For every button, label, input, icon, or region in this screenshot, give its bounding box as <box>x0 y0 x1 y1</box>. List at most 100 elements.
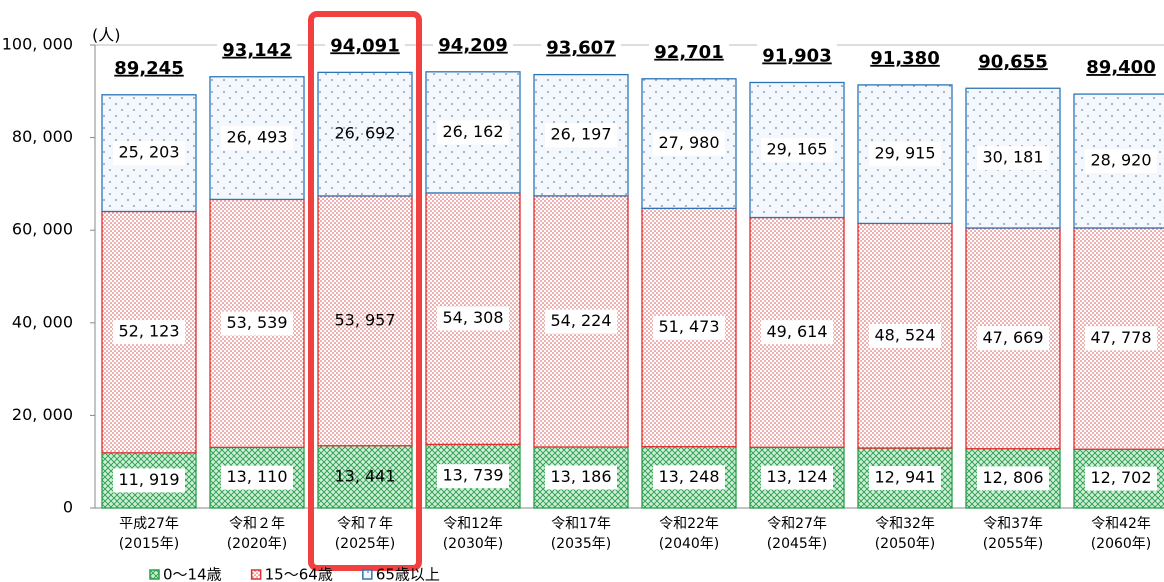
segment-label: 30, 181 <box>982 148 1043 167</box>
total-box <box>325 33 405 60</box>
y-tick-label: 60, 000 <box>12 220 73 239</box>
x-tick-label: (2055年) <box>983 536 1044 552</box>
total-label: 94,209 <box>438 35 507 56</box>
label-box <box>437 306 509 331</box>
segment-label: 28, 920 <box>1090 151 1151 170</box>
x-tick-label: 令和32年 <box>875 516 935 532</box>
segment-label: 12, 806 <box>982 468 1043 487</box>
segment-label: 13, 248 <box>658 467 719 486</box>
segment-label: 49, 614 <box>766 322 827 341</box>
label-box <box>113 468 185 493</box>
x-tick-label: (2060年) <box>1091 536 1152 552</box>
total-label: 93,607 <box>546 38 615 59</box>
y-tick-label: 100, 000 <box>2 35 73 54</box>
y-tick-label: 40, 000 <box>12 312 73 331</box>
segment-label: 54, 224 <box>550 311 611 330</box>
x-tick-label: (2045年) <box>767 536 828 552</box>
segment-label: 47, 669 <box>982 328 1043 347</box>
label-box <box>761 138 833 163</box>
bar-segment <box>317 71 413 197</box>
segment-label: 53, 539 <box>226 313 287 332</box>
label-box <box>545 309 617 334</box>
label-box <box>221 465 293 490</box>
total-label: 93,142 <box>222 40 291 61</box>
label-box <box>869 323 941 348</box>
segment-label: 53, 957 <box>334 310 395 329</box>
segment-label: 13, 186 <box>550 467 611 486</box>
total-label: 89,245 <box>114 58 183 79</box>
segment-label: 13, 124 <box>766 467 827 486</box>
total-box <box>109 55 189 82</box>
unit-label: (人) <box>92 26 121 45</box>
label-box <box>113 141 185 166</box>
y-tick-label: 0 <box>63 498 73 517</box>
x-tick-label: 平成27年 <box>119 516 179 532</box>
segment-label: 12, 941 <box>874 468 935 487</box>
segment-label: 51, 473 <box>658 317 719 336</box>
total-box <box>757 43 837 70</box>
segment-label: 13, 739 <box>442 466 503 485</box>
label-box <box>437 464 509 489</box>
x-tick-label: (2030年) <box>443 536 504 552</box>
segment-label: 54, 308 <box>442 308 503 327</box>
segment-label: 29, 165 <box>766 140 827 159</box>
legend-label: 65歳以上 <box>376 566 440 582</box>
x-tick-label: (2020年) <box>227 536 288 552</box>
segment-label: 13, 110 <box>226 467 287 486</box>
label-box <box>977 146 1049 171</box>
label-box <box>761 465 833 490</box>
segment-label: 25, 203 <box>118 143 179 162</box>
x-tick-label: 令和７年 <box>337 516 393 532</box>
bar-segment <box>317 195 413 447</box>
total-box <box>649 39 729 66</box>
total-label: 89,400 <box>1086 57 1155 78</box>
x-tick-label: 令和27年 <box>767 516 827 532</box>
legend-swatch <box>149 569 160 580</box>
x-tick-label: (2035年) <box>551 536 612 552</box>
total-box <box>973 49 1053 76</box>
segment-label: 27, 980 <box>658 133 719 152</box>
x-tick-label: (2040年) <box>659 536 720 552</box>
x-tick-label: 令和42年 <box>1091 516 1151 532</box>
segment-label: 13, 441 <box>334 466 395 485</box>
legend-label: 0～14歳 <box>163 566 222 582</box>
total-box <box>1081 55 1161 82</box>
highlight-frame <box>308 11 422 571</box>
x-tick-label: 令和12年 <box>443 516 503 532</box>
label-box <box>869 466 941 491</box>
x-tick-label: (2025年) <box>335 536 396 552</box>
label-box <box>1085 466 1157 491</box>
total-label: 90,655 <box>978 51 1047 72</box>
label-box <box>1085 149 1157 174</box>
segment-label: 52, 123 <box>118 322 179 341</box>
segment-label: 26, 493 <box>226 128 287 147</box>
y-tick-label: 20, 000 <box>12 405 73 424</box>
segment-label: 12, 702 <box>1090 468 1151 487</box>
label-box <box>545 465 617 490</box>
label-box <box>437 120 509 145</box>
segment-label: 47, 778 <box>1090 328 1151 347</box>
x-tick-label: (2050年) <box>875 536 936 552</box>
y-tick-label: 80, 000 <box>12 127 73 146</box>
x-tick-label: (2015年) <box>119 536 180 552</box>
label-box <box>113 320 185 345</box>
bar-segment <box>317 445 413 509</box>
total-box <box>217 37 297 64</box>
label-box <box>977 466 1049 491</box>
label-box <box>1085 326 1157 351</box>
label-box <box>545 123 617 148</box>
segment-label: 11, 919 <box>118 470 179 489</box>
label-box <box>761 320 833 345</box>
x-tick-label: 令和37年 <box>983 516 1043 532</box>
segment-label: 26, 692 <box>334 124 395 143</box>
label-box <box>221 126 293 151</box>
total-label: 91,380 <box>870 48 939 69</box>
total-box <box>541 35 621 62</box>
legend-label: 15～64歳 <box>265 566 333 582</box>
label-box <box>653 131 725 156</box>
x-tick-label: 令和17年 <box>551 516 611 532</box>
label-box <box>221 311 293 336</box>
total-label: 94,091 <box>330 35 399 56</box>
segment-label: 26, 197 <box>550 125 611 144</box>
x-tick-label: 令和22年 <box>659 516 719 532</box>
